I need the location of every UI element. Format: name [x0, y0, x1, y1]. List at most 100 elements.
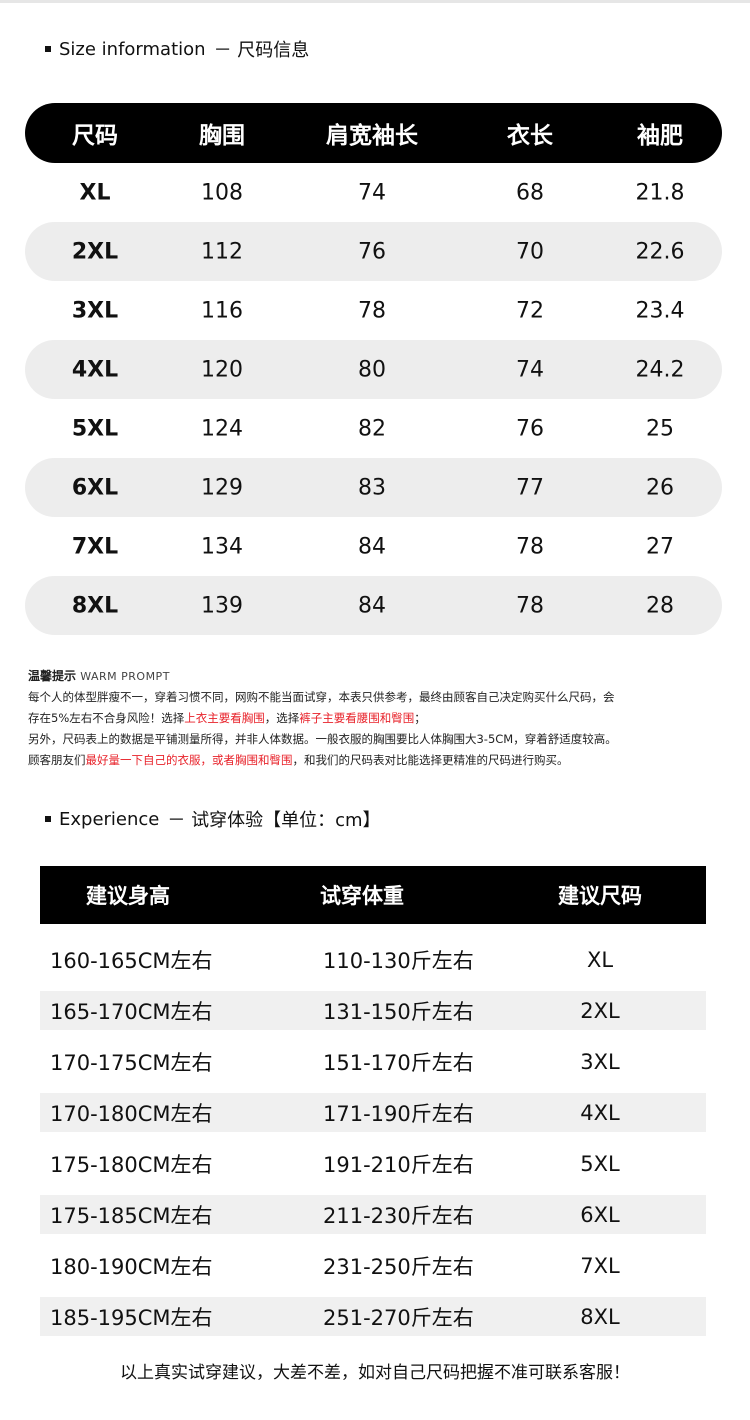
table-cell: 171-190斤左右 [323, 1101, 474, 1126]
table-cell: 25 [646, 416, 674, 441]
table-cell: 74 [516, 357, 544, 382]
header-cell: 肩宽袖长 [326, 123, 418, 149]
table-row: 5XL 124 82 76 25 [25, 399, 722, 458]
title-en: WARM PROMPT [80, 670, 170, 683]
prompt-line: 另外，尺码表上的数据是平铺测量所得，并非人体数据。一般衣服的胸围要比人体胸围大3… [28, 732, 617, 746]
title-en: Size information [59, 38, 206, 60]
experience-section-title: Experience － 试穿体验【单位：cm】 [45, 806, 381, 832]
table-cell: 139 [201, 593, 243, 618]
table-cell: 211-230斤左右 [323, 1203, 474, 1228]
table-row: 185-195CM左右 251-270斤左右 8XL [40, 1297, 706, 1336]
table-cell: 21.8 [635, 180, 685, 205]
table-cell: 4XL [71, 357, 119, 382]
table-cell: 165-170CM左右 [50, 999, 213, 1024]
header-cell: 衣长 [507, 123, 553, 149]
table-cell: 129 [201, 475, 243, 500]
table-cell: 175-180CM左右 [50, 1152, 213, 1177]
table-row: 170-175CM左右 151-170斤左右 3XL [40, 1036, 706, 1087]
table-cell: 131-150斤左右 [323, 999, 474, 1024]
table-cell: 108 [201, 180, 243, 205]
prompt-line: 每个人的体型胖瘦不一，穿着习惯不同，网购不能当面试穿，本表只供参考，最终由顾客自… [28, 690, 615, 704]
header-cell: 试穿体重 [320, 884, 404, 908]
table-cell: 22.6 [635, 239, 685, 264]
table-row: 2XL 112 76 70 22.6 [25, 222, 722, 281]
table-cell: XL [586, 947, 614, 972]
experience-table-header: 建议身高 试穿体重 建议尺码 [40, 866, 706, 924]
text: ，选择 [264, 711, 300, 725]
text: ； [414, 711, 426, 725]
title-cn: － 尺码信息 [213, 40, 310, 61]
table-cell: 76 [358, 239, 386, 264]
table-cell: 84 [358, 593, 386, 618]
table-cell: 180-190CM左右 [50, 1254, 213, 1279]
highlight-text: ，或者胸围和臀围 [200, 753, 293, 767]
text: 存在5%左右不合身风险！选择 [28, 711, 185, 725]
warm-prompt: 温馨提示 WARM PROMPT 每个人的体型胖瘦不一，穿着习惯不同，网购不能当… [28, 666, 728, 771]
title-en: Experience [59, 808, 160, 830]
table-row: 175-185CM左右 211-230斤左右 6XL [40, 1195, 706, 1234]
table-cell: 191-210斤左右 [323, 1152, 474, 1177]
table-cell: 124 [201, 416, 243, 441]
table-cell: 251-270斤左右 [323, 1305, 474, 1330]
table-cell: 112 [201, 239, 243, 264]
table-cell: 3XL [580, 1049, 620, 1074]
table-cell: 26 [646, 475, 674, 500]
table-cell: 78 [516, 534, 544, 559]
table-cell: 4XL [580, 1100, 620, 1125]
size-table: 尺码 胸围 肩宽袖长 衣长 袖肥 XL 108 74 68 21.8 2XL 112 76 70… [25, 103, 722, 635]
bullet-icon [45, 46, 51, 52]
table-cell: 2XL [580, 998, 620, 1023]
table-cell: 151-170斤左右 [323, 1050, 474, 1075]
table-cell: 84 [358, 534, 386, 559]
table-cell: 170-180CM左右 [50, 1101, 213, 1126]
prompt-line: 顾客朋友们最好量一下自己的衣服，或者胸围和臀围，和我们的尺码表对比能选择更精准的… [28, 750, 728, 771]
table-cell: 78 [358, 298, 386, 323]
title-cn: 温馨提示 [28, 669, 77, 683]
table-cell: 160-165CM左右 [50, 948, 213, 973]
table-cell: 6XL [580, 1202, 620, 1227]
warm-prompt-title: 温馨提示 WARM PROMPT [28, 666, 728, 687]
text: 顾客朋友们 [28, 753, 86, 767]
text: ，和我们的尺码表对比能选择更精准的尺码进行购买。 [292, 753, 569, 767]
size-section-title: Size information － 尺码信息 [45, 36, 309, 62]
table-cell: 28 [646, 593, 674, 618]
prompt-line: 存在5%左右不合身风险！选择上衣主要看胸围，选择裤子主要看腰围和臀围； [28, 708, 728, 729]
table-cell: 231-250斤左右 [323, 1254, 474, 1279]
highlight-text: 裤子主要看腰围和臀围 [299, 711, 415, 725]
table-row: 175-180CM左右 191-210斤左右 5XL [40, 1138, 706, 1189]
table-cell: 78 [516, 593, 544, 618]
table-cell: 6XL [71, 475, 119, 500]
table-row: 160-165CM左右 110-130斤左右 XL [40, 934, 706, 985]
title-cn: － 试穿体验【单位：cm】 [167, 810, 381, 831]
table-cell: 5XL [71, 416, 119, 441]
table-cell: 8XL [580, 1304, 620, 1329]
table-cell: 116 [201, 298, 243, 323]
table-cell: 170-175CM左右 [50, 1050, 213, 1075]
table-cell: 82 [358, 416, 386, 441]
size-table-header: 尺码 胸围 肩宽袖长 衣长 袖肥 [25, 103, 722, 163]
experience-table: 建议身高 试穿体重 建议尺码 160-165CM左右 110-130斤左右 XL 16… [40, 866, 706, 1342]
footer-note: 以上真实试穿建议，大差不差，如对自己尺码把握不准可联系客服！ [120, 1363, 630, 1383]
table-cell: 185-195CM左右 [50, 1305, 213, 1330]
table-row: XL 108 74 68 21.8 [25, 163, 722, 222]
table-cell: 2XL [71, 239, 119, 264]
table-row: 4XL 120 80 74 24.2 [25, 340, 722, 399]
table-cell: 76 [516, 416, 544, 441]
table-row: 8XL 139 84 78 28 [25, 576, 722, 635]
table-cell: 134 [201, 534, 243, 559]
table-cell: 68 [516, 180, 544, 205]
header-cell: 袖肥 [637, 123, 683, 149]
table-cell: 5XL [580, 1151, 620, 1176]
table-cell: 7XL [71, 534, 119, 559]
highlight-text: 最好量一下自己的衣服 [85, 753, 201, 767]
table-row: 6XL 129 83 77 26 [25, 458, 722, 517]
bullet-icon [45, 816, 51, 822]
table-cell: 74 [358, 180, 386, 205]
table-cell: 23.4 [635, 298, 685, 323]
table-row: 7XL 134 84 78 27 [25, 517, 722, 576]
table-cell: 7XL [580, 1253, 620, 1278]
table-cell: XL [79, 180, 111, 205]
highlight-text: 上衣主要看胸围 [184, 711, 265, 725]
top-divider [0, 0, 750, 3]
table-cell: 175-185CM左右 [50, 1203, 213, 1228]
